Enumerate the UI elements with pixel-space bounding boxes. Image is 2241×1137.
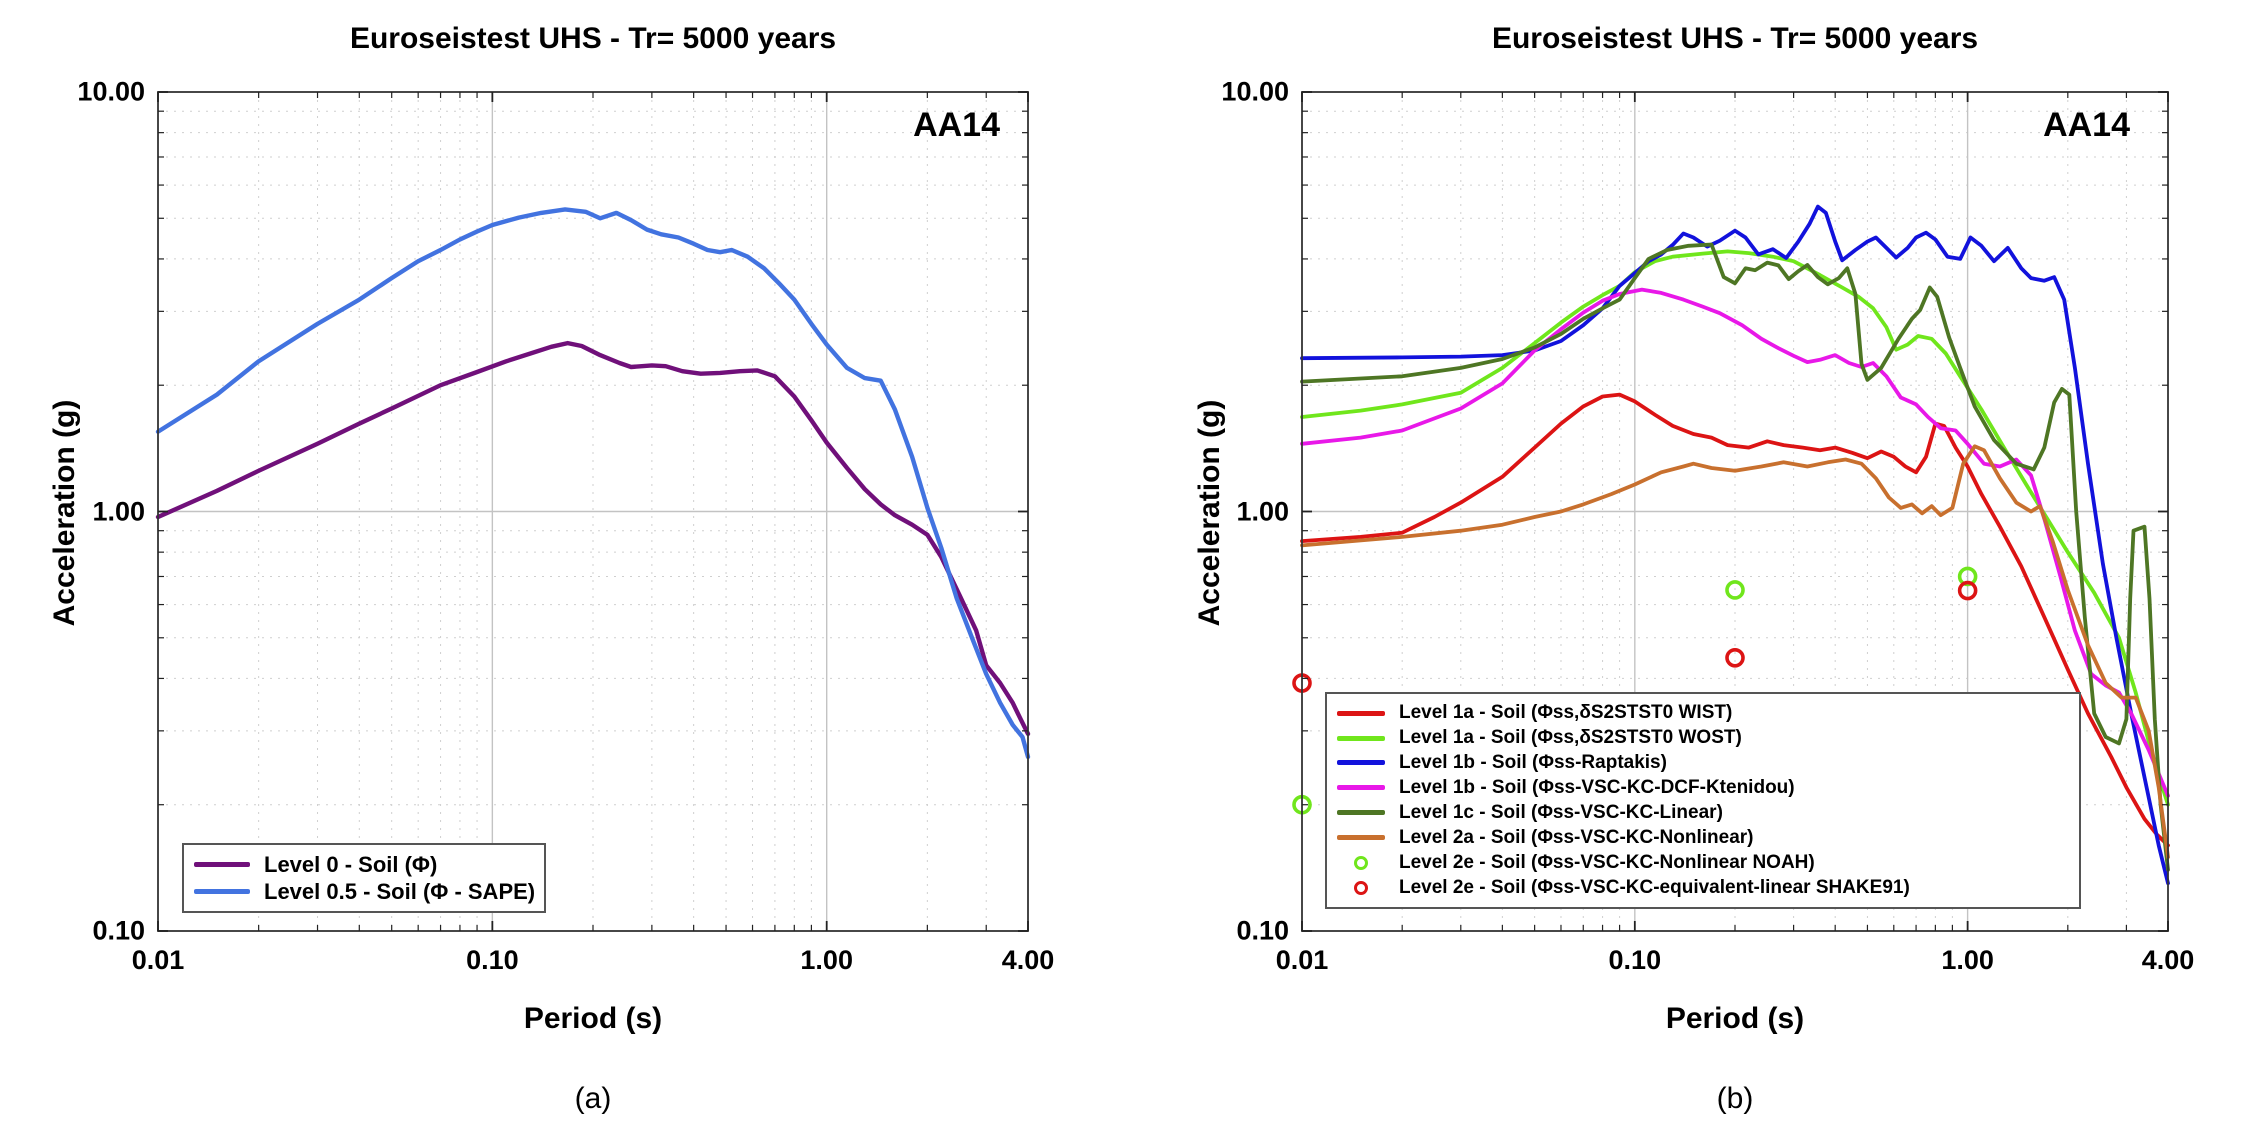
y-tick-label: 1.00 — [1236, 496, 1289, 526]
legend-line-swatch — [194, 861, 250, 867]
legend-label: Level 2e - Soil (Φss-VSC-KC-equivalent-l… — [1399, 876, 1910, 898]
legend-item: Level 1c - Soil (Φss-VSC-KC-Linear) — [1337, 803, 2069, 823]
legend-item: Level 1b - Soil (Φss-VSC-KC-DCF-Ktenidou… — [1337, 778, 2069, 798]
x-tick-label: 0.10 — [466, 945, 519, 975]
x-tick-label: 1.00 — [800, 945, 853, 975]
panel-b-legend: Level 1a - Soil (Φss,δS2STST0 WIST) Level… — [1325, 692, 2081, 909]
legend-label: Level 0 - Soil (Φ) — [264, 851, 438, 877]
legend-item: Level 0 - Soil (Φ) — [194, 853, 534, 876]
series-line — [1300, 287, 2170, 798]
legend-label: Level 1b - Soil (Φss-Raptakis) — [1399, 752, 1667, 774]
panel-b-sublabel: (b) — [1716, 1082, 1754, 1115]
legend-circle-swatch — [1354, 855, 1368, 870]
legend-line-swatch — [1337, 835, 1385, 841]
series-line — [155, 207, 1031, 760]
legend-item: Level 1a - Soil (Φss,δS2STST0 WOST) — [1337, 728, 2069, 748]
legend-label: Level 2e - Soil (Φss-VSC-KC-Nonlinear NO… — [1399, 851, 1815, 873]
x-tick-label: 4.00 — [1001, 945, 1055, 975]
series-line — [1300, 444, 2170, 859]
panel-a-title: Euroseistest UHS - Tr= 5000 years — [349, 22, 837, 55]
legend-label: Level 1a - Soil (Φss,δS2STST0 WIST) — [1399, 702, 1733, 724]
series-marker — [1725, 647, 1745, 668]
legend-line-swatch — [1337, 710, 1385, 716]
legend-item: Level 0.5 - Soil (Φ - SAPE) — [194, 878, 536, 904]
series-marker — [1725, 580, 1745, 600]
legend-label: Level 2a - Soil (Φss-VSC-KC-Nonlinear) — [1399, 826, 1754, 848]
series-line — [155, 340, 1031, 737]
panel-a-xlabel: Period (s) — [523, 1002, 663, 1035]
x-tick-label: 0.10 — [1608, 945, 1662, 975]
legend-label: Level 1a - Soil (Φss,δS2STST0 WOST) — [1399, 727, 1742, 749]
y-tick-label: 0.10 — [1236, 915, 1289, 946]
legend-item: Level 1b - Soil (Φss-Raptakis) — [1337, 753, 2069, 773]
legend-label: Level 0.5 - Soil (Φ - SAPE) — [264, 878, 536, 904]
series-marker — [1957, 580, 1978, 601]
legend-item: Level 2e - Soil (Φss-VSC-KC-Nonlinear NO… — [1337, 853, 2069, 873]
panel-b-annotation: AA14 — [2043, 106, 2130, 144]
legend-line-swatch — [1337, 760, 1385, 766]
panel-b — [1292, 91, 2170, 932]
legend-line-swatch — [1337, 785, 1385, 791]
legend-line-swatch — [1337, 735, 1385, 741]
x-tick-label: 1.00 — [1941, 945, 1994, 975]
legend-label: Level 1c - Soil (Φss-VSC-KC-Linear) — [1399, 801, 1723, 823]
legend-item: Level 2e - Soil (Φss-VSC-KC-equivalent-l… — [1337, 876, 2069, 898]
x-tick-label: 0.01 — [131, 945, 185, 975]
y-tick-label: 10.00 — [1221, 76, 1289, 107]
panel-a — [155, 91, 1031, 932]
legend-line-swatch — [1337, 810, 1385, 816]
panel-b-title: Euroseistest UHS - Tr= 5000 years — [1491, 22, 1979, 55]
legend-item: Level 2a - Soil (Φss-VSC-KC-Nonlinear) — [1337, 828, 2069, 848]
legend-circle-swatch — [1354, 880, 1368, 895]
legend-item: Level 1a - Soil (Φss,δS2STST0 WIST) — [1337, 703, 2069, 723]
x-tick-label: 0.01 — [1275, 945, 1329, 975]
y-tick-label: 0.10 — [92, 915, 145, 946]
x-tick-label: 4.00 — [2141, 945, 2195, 975]
y-tick-label: 10.00 — [77, 76, 145, 107]
series-line — [1300, 392, 2170, 848]
panel-b-xlabel: Period (s) — [1665, 1002, 1805, 1035]
series-line — [1300, 242, 2170, 872]
y-tick-label: 1.00 — [92, 496, 145, 526]
panel-a-legend: Level 0 - Soil (Φ) Level 0.5 - Soil (Φ - … — [182, 843, 546, 913]
legend-line-swatch — [194, 889, 250, 895]
series-marker — [1957, 566, 1978, 587]
legend-label: Level 1b - Soil (Φss-VSC-KC-DCF-Ktenidou… — [1399, 777, 1795, 798]
panel-a-annotation: AA14 — [913, 106, 1000, 144]
series-line — [1300, 204, 2170, 886]
panel-a-sublabel: (a) — [574, 1082, 612, 1115]
